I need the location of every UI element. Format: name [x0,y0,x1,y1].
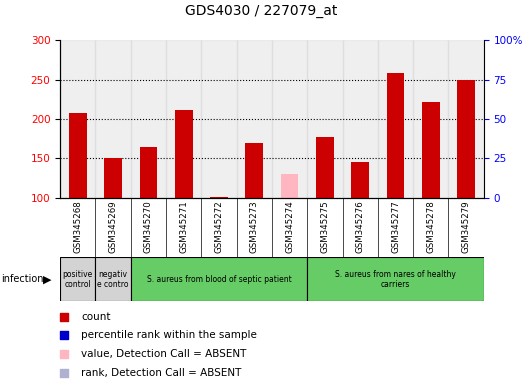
Bar [316,137,334,198]
Bar [140,147,157,198]
Bar [175,109,192,198]
Bar [95,40,131,198]
Text: S. aureus from blood of septic patient: S. aureus from blood of septic patient [146,275,291,284]
Text: ▶: ▶ [43,274,51,285]
Bar [166,40,201,198]
Bar [307,257,484,301]
Bar [95,257,131,301]
Bar [60,257,95,301]
Bar [95,198,131,257]
Text: GSM345269: GSM345269 [109,201,118,253]
Text: GSM345271: GSM345271 [179,201,188,253]
Text: percentile rank within the sample: percentile rank within the sample [82,330,257,340]
Text: GDS4030 / 227079_at: GDS4030 / 227079_at [185,4,338,18]
Text: negativ
e contro: negativ e contro [97,270,129,289]
Bar [281,174,299,198]
Bar [210,197,228,198]
Bar [307,40,343,198]
Bar [449,40,484,198]
Bar [307,198,343,257]
Bar [422,102,440,198]
Text: S. aureus from nares of healthy
carriers: S. aureus from nares of healthy carriers [335,270,456,289]
Bar [413,40,449,198]
Bar [378,40,413,198]
Text: GSM345277: GSM345277 [391,201,400,253]
Text: GSM345274: GSM345274 [285,201,294,253]
Bar [343,198,378,257]
Text: GSM345272: GSM345272 [214,201,223,253]
Bar [457,80,475,198]
Text: rank, Detection Call = ABSENT: rank, Detection Call = ABSENT [82,367,242,378]
Text: GSM345270: GSM345270 [144,201,153,253]
Bar [131,257,308,301]
Bar [201,40,236,198]
Bar [166,198,201,257]
Bar [378,198,413,257]
Bar [449,198,484,257]
Bar [201,198,236,257]
Bar [131,40,166,198]
Bar [351,162,369,198]
Point [60,369,69,376]
Bar [272,40,308,198]
Bar [236,198,272,257]
Bar [386,73,404,198]
Bar [60,40,95,198]
Text: GSM345273: GSM345273 [250,201,259,253]
Bar [343,40,378,198]
Point [60,332,69,338]
Text: value, Detection Call = ABSENT: value, Detection Call = ABSENT [82,349,247,359]
Bar [413,198,449,257]
Text: GSM345279: GSM345279 [462,201,471,253]
Text: GSM345268: GSM345268 [73,201,82,253]
Point [60,313,69,319]
Text: GSM345278: GSM345278 [426,201,435,253]
Bar [272,198,308,257]
Bar [245,144,263,198]
Bar [131,198,166,257]
Text: GSM345275: GSM345275 [321,201,329,253]
Text: infection: infection [1,274,43,285]
Bar [60,198,95,257]
Bar [236,40,272,198]
Point [60,351,69,357]
Bar [69,113,87,198]
Bar [104,158,122,198]
Text: GSM345276: GSM345276 [356,201,365,253]
Text: positive
control: positive control [63,270,93,289]
Text: count: count [82,311,111,321]
